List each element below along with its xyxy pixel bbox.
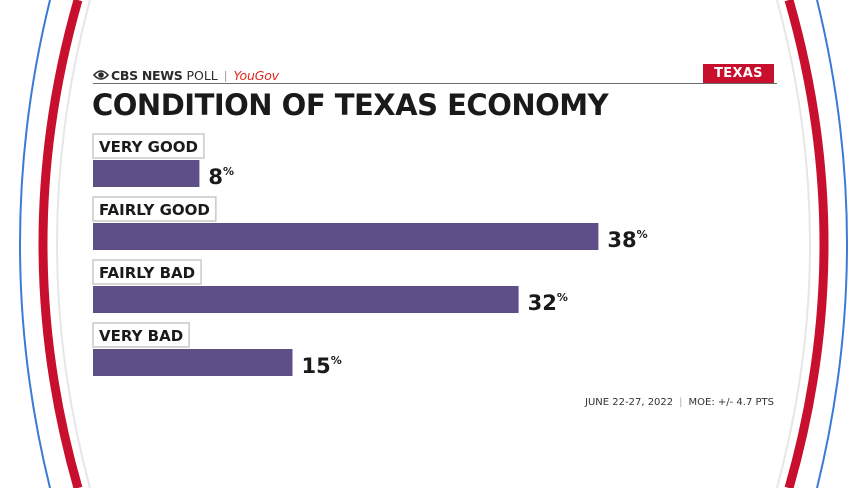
category-label: FAIRLY BAD <box>99 264 195 282</box>
state-tag: TEXAS <box>703 64 774 83</box>
category-label: VERY GOOD <box>99 138 198 156</box>
brand-logo: CBS NEWS POLL | YouGov <box>93 66 279 84</box>
brand-network: CBS NEWS <box>111 67 183 83</box>
right-red-arc <box>784 0 829 488</box>
data-label: 15% <box>302 354 342 378</box>
left-grey-arc <box>56 0 91 488</box>
bar <box>93 160 200 187</box>
cbs-eye-icon <box>93 70 109 80</box>
left-blue-arc <box>19 0 51 488</box>
category-label-box <box>92 196 217 222</box>
footer-separator: | <box>679 397 683 408</box>
bar <box>93 286 519 313</box>
category-label-box <box>92 133 205 159</box>
data-label-unit: % <box>223 165 234 178</box>
category-label: VERY BAD <box>99 327 183 345</box>
category-label-box <box>92 322 190 348</box>
data-label: 38% <box>607 228 647 252</box>
category-label-box <box>92 259 202 285</box>
right-grey-arc <box>776 0 811 488</box>
left-red-arc <box>38 0 83 488</box>
category-label: FAIRLY GOOD <box>99 201 210 219</box>
bar <box>93 349 293 376</box>
data-label-unit: % <box>557 291 568 304</box>
chart-title: CONDITION OF TEXAS ECONOMY <box>92 88 609 122</box>
brand-partner: YouGov <box>233 67 279 83</box>
footer-moe: MOE: +/- 4.7 PTS <box>688 397 774 408</box>
data-label: 8% <box>208 165 234 189</box>
brand-product: POLL <box>186 67 218 83</box>
data-label-unit: % <box>331 354 342 367</box>
data-label-unit: % <box>637 228 648 241</box>
data-label: 32% <box>528 291 568 315</box>
chart-footer: JUNE 22-27, 2022 | MOE: +/- 4.7 PTS <box>470 397 774 408</box>
bar <box>93 223 599 250</box>
footer-dates: JUNE 22-27, 2022 <box>585 397 674 408</box>
right-blue-arc <box>816 0 848 488</box>
header-rule <box>93 83 777 84</box>
brand-separator: | <box>223 68 228 82</box>
